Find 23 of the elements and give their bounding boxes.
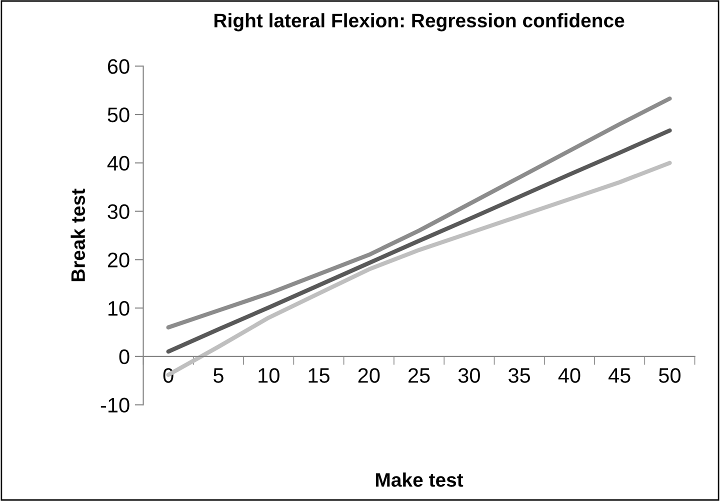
- y-tick-label: 30: [108, 204, 130, 220]
- y-tick-label: 40: [107, 156, 130, 171]
- x-tick-label: 45: [608, 368, 630, 383]
- x-tick-label: 20: [358, 368, 380, 383]
- x-tick-label: 5: [214, 368, 224, 383]
- y-tick-label: 10: [108, 301, 130, 316]
- x-tick-label: 10: [258, 368, 280, 383]
- x-tick-label: 35: [508, 368, 530, 383]
- y-tick-label: 50: [108, 108, 130, 122]
- y-tick-label: 20: [108, 252, 130, 268]
- x-axis-title: Make test: [376, 472, 464, 487]
- line-series: [166, 128, 672, 354]
- line-series: [166, 96, 672, 330]
- y-axis-title: Break test: [70, 188, 86, 282]
- y-tick-label: 0: [119, 349, 130, 364]
- y-tick-label: -10: [100, 398, 130, 413]
- x-tick-label: 30: [458, 368, 480, 383]
- x-tick-label: 50: [658, 368, 681, 383]
- x-tick-label: 25: [408, 368, 430, 383]
- x-tick-label: 15: [308, 368, 330, 383]
- y-tick-label: 60: [108, 59, 130, 74]
- chart-title: Right lateral Flexion: Regression confidence: [214, 13, 624, 32]
- x-tick-label: 40: [558, 368, 580, 383]
